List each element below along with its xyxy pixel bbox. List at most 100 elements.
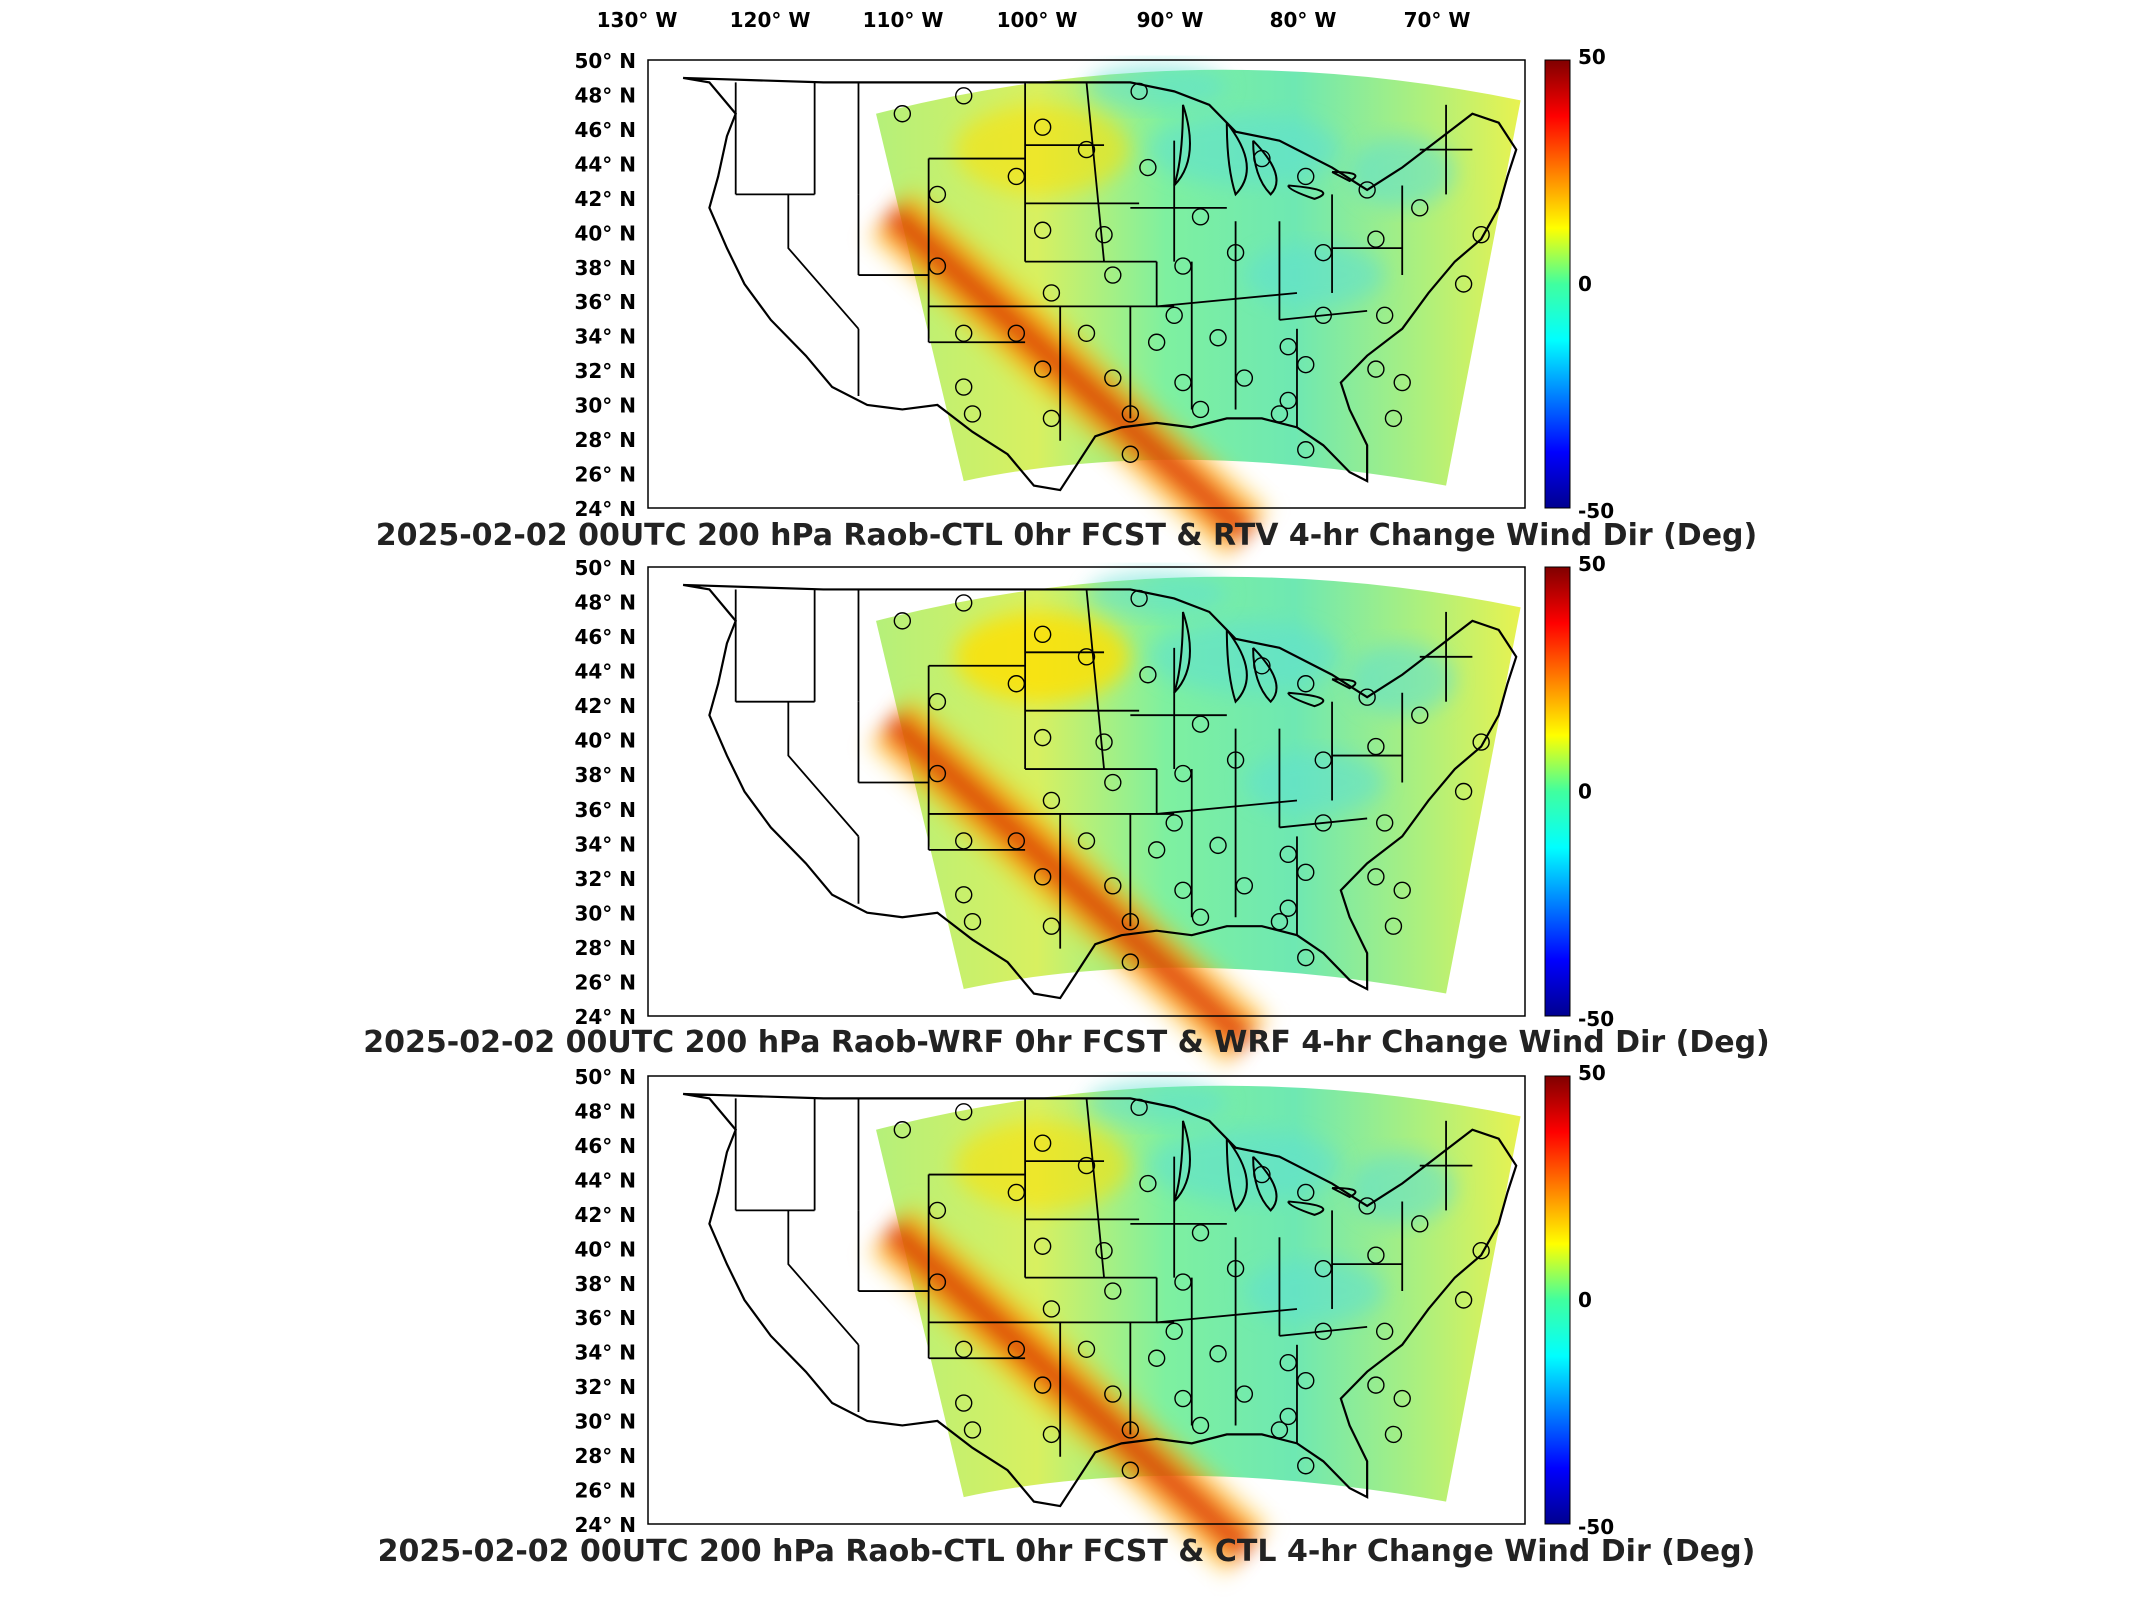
station-marker [1077, 1156, 1096, 1175]
anomaly-patch [1147, 620, 1341, 693]
station-marker [1367, 737, 1385, 756]
station-marker [1042, 1425, 1061, 1444]
anomaly-patch [1244, 1259, 1385, 1323]
anomaly-patch [1349, 136, 1455, 208]
station-marker [1411, 1215, 1429, 1233]
station-marker [1042, 917, 1061, 935]
station-marker [1314, 814, 1332, 832]
station-marker [1209, 1345, 1227, 1363]
station-marker [1042, 284, 1061, 302]
lat-tick-label: 28° N [574, 1444, 636, 1468]
station-marker [1095, 1242, 1113, 1260]
state-border [1279, 309, 1368, 321]
map-panel: 50° N 48° N 46° N 44° N 42° N 40° N 38° N 36° N… [574, 1061, 1614, 1580]
station-marker [1191, 400, 1210, 419]
station-marker [1033, 221, 1052, 239]
lon-tick-label: 110° W [863, 8, 944, 32]
station-marker [1367, 1246, 1385, 1264]
station-marker [893, 1121, 912, 1139]
station-marker [1095, 226, 1113, 244]
station-marker [1279, 845, 1297, 864]
anomaly-patch [1349, 1152, 1455, 1224]
lat-tick-label: 26° N [574, 970, 636, 994]
lat-tick-label: 24° N [574, 497, 636, 521]
station-marker [1077, 324, 1096, 342]
lon-tick-label: 130° W [597, 8, 678, 32]
lake-outline [1331, 678, 1357, 690]
jet-band-core [863, 183, 1275, 564]
station-marker [1104, 1282, 1122, 1300]
station-marker [1375, 306, 1394, 325]
lake-outline [1287, 1200, 1325, 1216]
station-marker [1130, 1098, 1148, 1117]
station-marker [1411, 706, 1429, 724]
jet-band [863, 690, 1275, 1072]
station-marker [1007, 167, 1026, 186]
station-marker [1314, 306, 1332, 325]
lat-tick-label: 46° N [574, 625, 636, 649]
station-marker [1042, 791, 1061, 810]
station-marker [1393, 1389, 1411, 1408]
station-marker [1165, 1322, 1183, 1341]
coastline [682, 583, 1518, 1000]
station-marker [1235, 1385, 1254, 1403]
state-border [787, 701, 860, 837]
station-marker [1121, 1421, 1140, 1439]
station-marker [1104, 369, 1122, 387]
state-border [1156, 799, 1298, 815]
lat-tick-label: 46° N [574, 118, 636, 142]
map-panel: 50° N 48° N 46° N 44° N 42° N 40° N 38° N 36° N… [574, 45, 1614, 564]
station-marker [1297, 675, 1315, 693]
lake-outline [1225, 1138, 1248, 1213]
station-marker [928, 185, 947, 204]
station-marker [1121, 953, 1140, 971]
colorbar [1544, 59, 1571, 509]
lat-tick-label: 44° N [574, 1168, 636, 1192]
lat-tick-label: 42° N [574, 1203, 636, 1227]
jet-band [863, 183, 1275, 564]
station-marker [1077, 1340, 1096, 1358]
lat-tick-label: 34° N [574, 1341, 636, 1365]
station-marker [1033, 625, 1052, 644]
lat-tick-label: 42° N [574, 187, 636, 211]
station-marker [1279, 899, 1297, 917]
station-marker [1033, 868, 1052, 886]
station-marker [1375, 1322, 1394, 1341]
anomaly-patch [1147, 1129, 1341, 1202]
station-marker [1358, 1197, 1376, 1215]
station-marker [1165, 306, 1183, 325]
station-marker [1121, 405, 1140, 423]
lat-tick-label: 24° N [574, 1513, 636, 1537]
station-marker [1095, 733, 1113, 751]
station-marker [1104, 266, 1122, 284]
lat-tick-label: 50° N [574, 49, 636, 73]
station-marker [1297, 1371, 1315, 1390]
station-marker [1314, 751, 1332, 769]
station-marker [1253, 149, 1271, 168]
lake-outline [1225, 122, 1248, 197]
station-marker [1472, 1242, 1490, 1260]
lat-tick-label: 40° N [574, 1237, 636, 1261]
station-marker [1033, 360, 1052, 378]
panel-title: 2025-02-02 00UTC 200 hPa Raob-CTL 0hr FC… [375, 518, 1758, 553]
anomaly-patch [1147, 113, 1341, 186]
lat-tick-label: 34° N [574, 832, 636, 856]
anomaly-patch [1244, 751, 1385, 814]
station-marker [1104, 773, 1122, 792]
station-marker [1077, 832, 1096, 850]
station-marker [928, 764, 947, 783]
station-marker [1226, 243, 1245, 262]
station-marker [1077, 648, 1096, 666]
state-border [1279, 817, 1368, 829]
colorbar [1544, 566, 1571, 1017]
station-marker [1358, 181, 1376, 199]
lat-tick-label: 34° N [574, 325, 636, 349]
station-marker [955, 324, 973, 342]
station-marker [1139, 158, 1157, 177]
station-marker [1367, 360, 1385, 378]
station-marker [955, 1103, 973, 1121]
station-marker [1270, 405, 1289, 423]
lat-tick-label: 24° N [574, 1005, 636, 1029]
station-marker [1314, 1259, 1332, 1278]
lat-tick-label: 38° N [574, 1272, 636, 1296]
